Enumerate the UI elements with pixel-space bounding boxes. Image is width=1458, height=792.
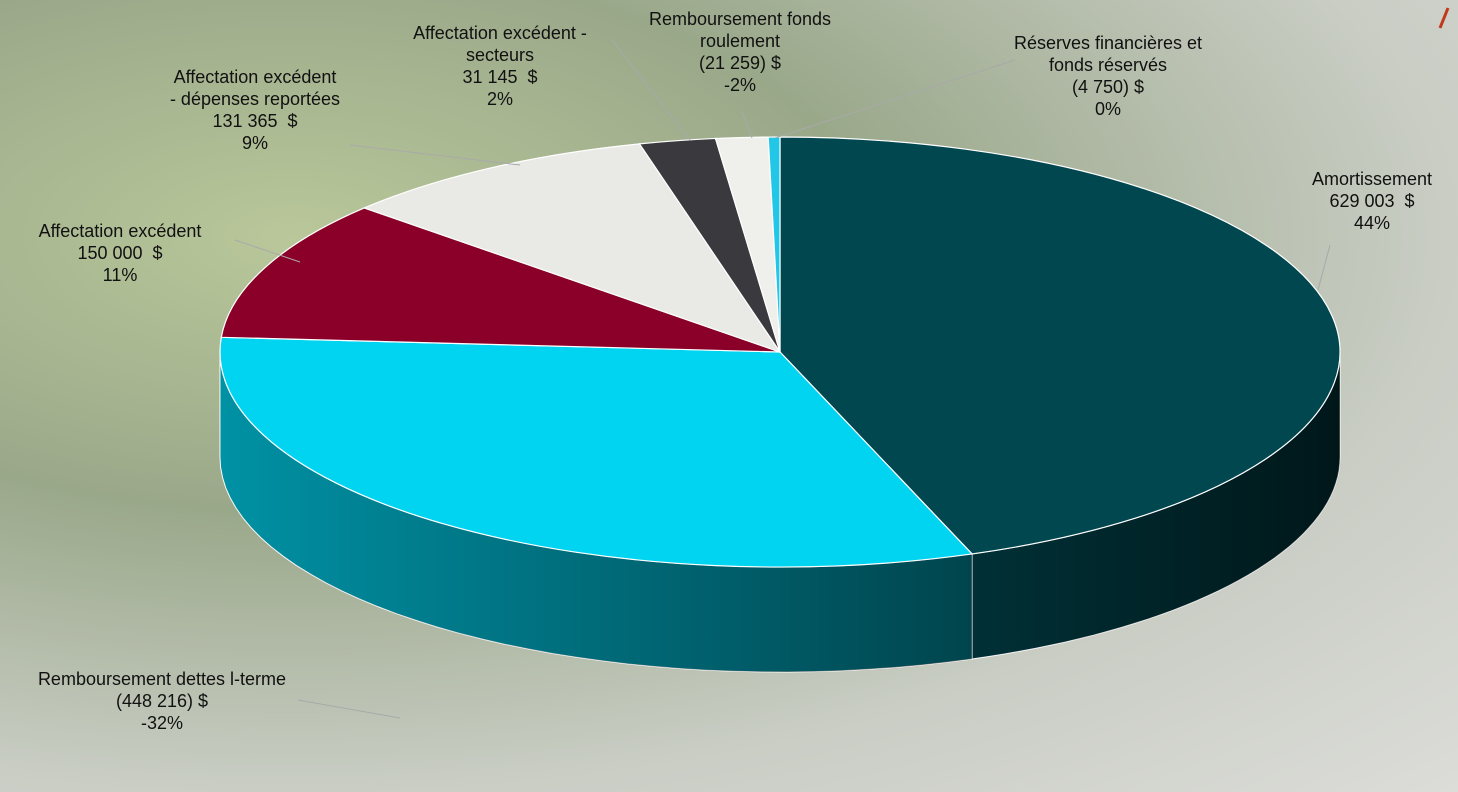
- data-label: Affectation excédent 150 000 $11%: [0, 220, 240, 286]
- data-label: Affectation excédent - dépenses reportée…: [169, 66, 341, 154]
- percent-label: 2%: [486, 89, 513, 109]
- percent-label: 0%: [1094, 99, 1121, 119]
- slice: [220, 207, 781, 353]
- category-label: Remboursement dettes l-terme: [37, 669, 287, 689]
- data-label: Remboursement dettes l-terme (448 216) $ -…: [37, 668, 287, 734]
- data-label: Affectation excédent - secteurs 31 145 $2…: [398, 22, 603, 110]
- percent-label: -32%: [140, 713, 184, 733]
- category-label: Affectation excédent: [38, 221, 202, 241]
- value-label: 31 145 $: [462, 67, 538, 87]
- value-label: (448 216) $: [115, 691, 209, 711]
- slice: [779, 136, 1341, 555]
- category-label: Réserves financières et fonds réservés: [1013, 33, 1203, 75]
- slice: [362, 143, 782, 354]
- percent-label: -2%: [723, 75, 756, 95]
- leader-line: [349, 144, 521, 166]
- category-label: Affectation excédent - secteurs: [413, 23, 587, 65]
- value-label: 150 000 $: [77, 243, 163, 263]
- slice: [219, 336, 974, 568]
- leader-line: [1317, 244, 1331, 291]
- value-label: 131 365 $: [212, 111, 298, 131]
- percent-label: 9%: [241, 133, 268, 153]
- leader-line: [774, 59, 1016, 139]
- slice-side-shade: [972, 352, 1340, 659]
- leader-line: [611, 39, 691, 141]
- data-label: Amortissement 629 003 $44%: [1282, 168, 1458, 234]
- leader-line: [297, 699, 401, 719]
- value-label: (4 750) $: [1071, 77, 1145, 97]
- percent-label: 11%: [102, 265, 138, 285]
- value-label: (21 259) $: [698, 53, 782, 73]
- slice: [767, 136, 781, 353]
- category-label: Remboursement fonds roulement: [648, 9, 832, 51]
- value-label: 629 003 $: [1329, 191, 1415, 211]
- category-label: Amortissement: [1311, 169, 1433, 189]
- data-label: Réserves financières et fonds réservés (4…: [1013, 32, 1203, 120]
- category-label: Affectation excédent - dépenses reportée…: [169, 67, 341, 109]
- percent-label: 44%: [1353, 213, 1391, 233]
- data-label: Remboursement fonds roulement (21 259) $ -…: [640, 8, 840, 96]
- leader-line: [741, 111, 753, 139]
- slice-side-shade: [220, 352, 972, 672]
- leader-line: [234, 239, 301, 263]
- decoration: [1438, 7, 1450, 29]
